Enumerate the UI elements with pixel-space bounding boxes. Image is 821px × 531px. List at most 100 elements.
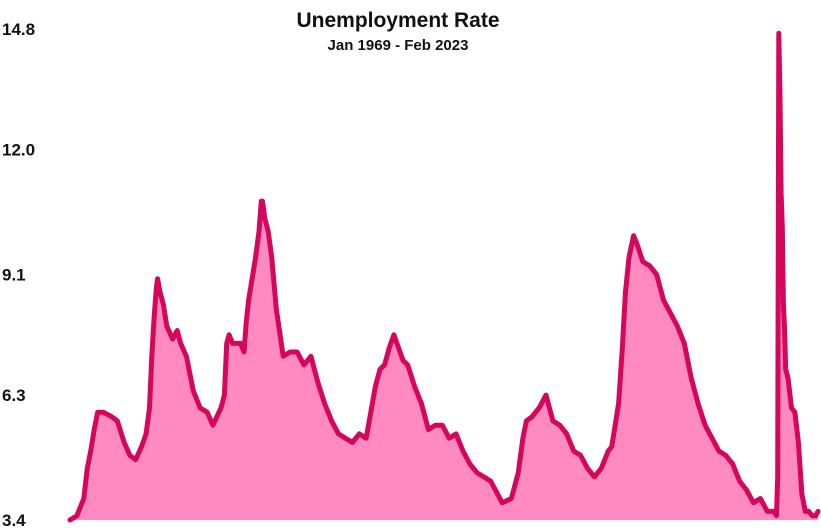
data-point	[801, 493, 803, 495]
data-point	[501, 502, 503, 504]
data-point	[559, 424, 561, 426]
data-point	[296, 351, 298, 353]
data-point	[600, 467, 602, 469]
data-point	[145, 433, 147, 435]
data-point	[310, 355, 312, 357]
data-point	[497, 493, 499, 495]
data-point	[718, 450, 720, 452]
data-point	[462, 450, 464, 452]
data-point	[633, 235, 635, 237]
data-point	[778, 32, 780, 34]
data-point	[151, 355, 153, 357]
data-point	[90, 450, 92, 452]
data-point	[776, 515, 777, 517]
data-point	[282, 355, 284, 357]
data-point	[220, 407, 222, 409]
data-point	[228, 334, 230, 336]
data-point	[251, 278, 253, 280]
data-point	[379, 368, 381, 370]
data-point	[614, 424, 616, 426]
data-point	[808, 510, 810, 512]
data-point	[93, 429, 95, 431]
data-point	[83, 498, 85, 499]
data-point	[212, 424, 214, 426]
data-point	[180, 342, 182, 344]
data-point	[621, 351, 623, 353]
data-point	[469, 463, 471, 465]
data-point	[374, 386, 376, 387]
data-point	[552, 420, 554, 422]
data-point	[365, 437, 367, 439]
data-point	[317, 381, 319, 383]
series-area-fill	[70, 33, 818, 521]
data-point	[690, 377, 692, 379]
data-point	[794, 411, 796, 413]
data-point	[522, 437, 524, 439]
y-tick-label: 9.1	[2, 266, 26, 285]
data-point	[732, 463, 734, 465]
data-point	[711, 437, 713, 439]
chart-title: Unemployment Rate	[296, 9, 499, 32]
data-point	[223, 394, 225, 396]
data-point	[490, 480, 492, 482]
data-point	[289, 351, 291, 353]
data-point	[434, 424, 436, 426]
data-point	[455, 433, 457, 435]
data-point	[593, 476, 595, 478]
data-point	[725, 454, 727, 456]
data-point	[663, 299, 665, 301]
data-point	[97, 411, 99, 413]
data-point	[226, 342, 228, 344]
data-point	[683, 342, 685, 344]
data-point	[421, 403, 422, 405]
data-point	[642, 261, 644, 263]
data-point	[331, 420, 333, 422]
data-point	[358, 433, 360, 435]
data-point	[235, 342, 237, 344]
data-point	[185, 355, 187, 357]
data-point	[258, 230, 260, 232]
data-point	[102, 411, 104, 413]
data-point	[787, 377, 789, 379]
data-point	[777, 476, 779, 478]
data-point	[157, 278, 159, 280]
data-point	[628, 256, 630, 258]
data-point	[123, 442, 125, 443]
data-point	[804, 510, 806, 512]
data-point	[448, 437, 450, 439]
data-point	[116, 420, 118, 422]
data-point	[141, 446, 142, 448]
data-point	[153, 317, 155, 319]
data-point	[779, 97, 781, 99]
data-point	[407, 364, 409, 366]
data-point	[414, 386, 416, 387]
data-point	[739, 480, 741, 482]
data-point	[766, 510, 768, 512]
data-point	[155, 286, 157, 288]
data-point	[240, 342, 242, 344]
data-point	[192, 390, 194, 392]
y-tick-label: 3.4	[2, 511, 26, 530]
data-point	[393, 334, 395, 336]
data-point	[618, 403, 620, 405]
data-point	[510, 498, 512, 499]
data-point	[483, 476, 485, 478]
data-point	[324, 403, 326, 405]
y-tick-label: 12.0	[2, 141, 35, 160]
data-point	[86, 467, 88, 469]
data-point	[135, 459, 137, 461]
data-point	[398, 347, 399, 349]
data-point	[797, 442, 799, 443]
data-point	[271, 256, 273, 258]
data-point	[275, 308, 277, 310]
data-point	[260, 200, 262, 202]
data-point	[199, 407, 201, 409]
data-point	[402, 360, 404, 362]
data-point	[206, 411, 208, 413]
data-point	[656, 274, 658, 275]
data-point	[370, 411, 372, 413]
data-point	[159, 291, 161, 293]
series-layer	[67, 30, 821, 523]
data-point	[649, 265, 651, 267]
